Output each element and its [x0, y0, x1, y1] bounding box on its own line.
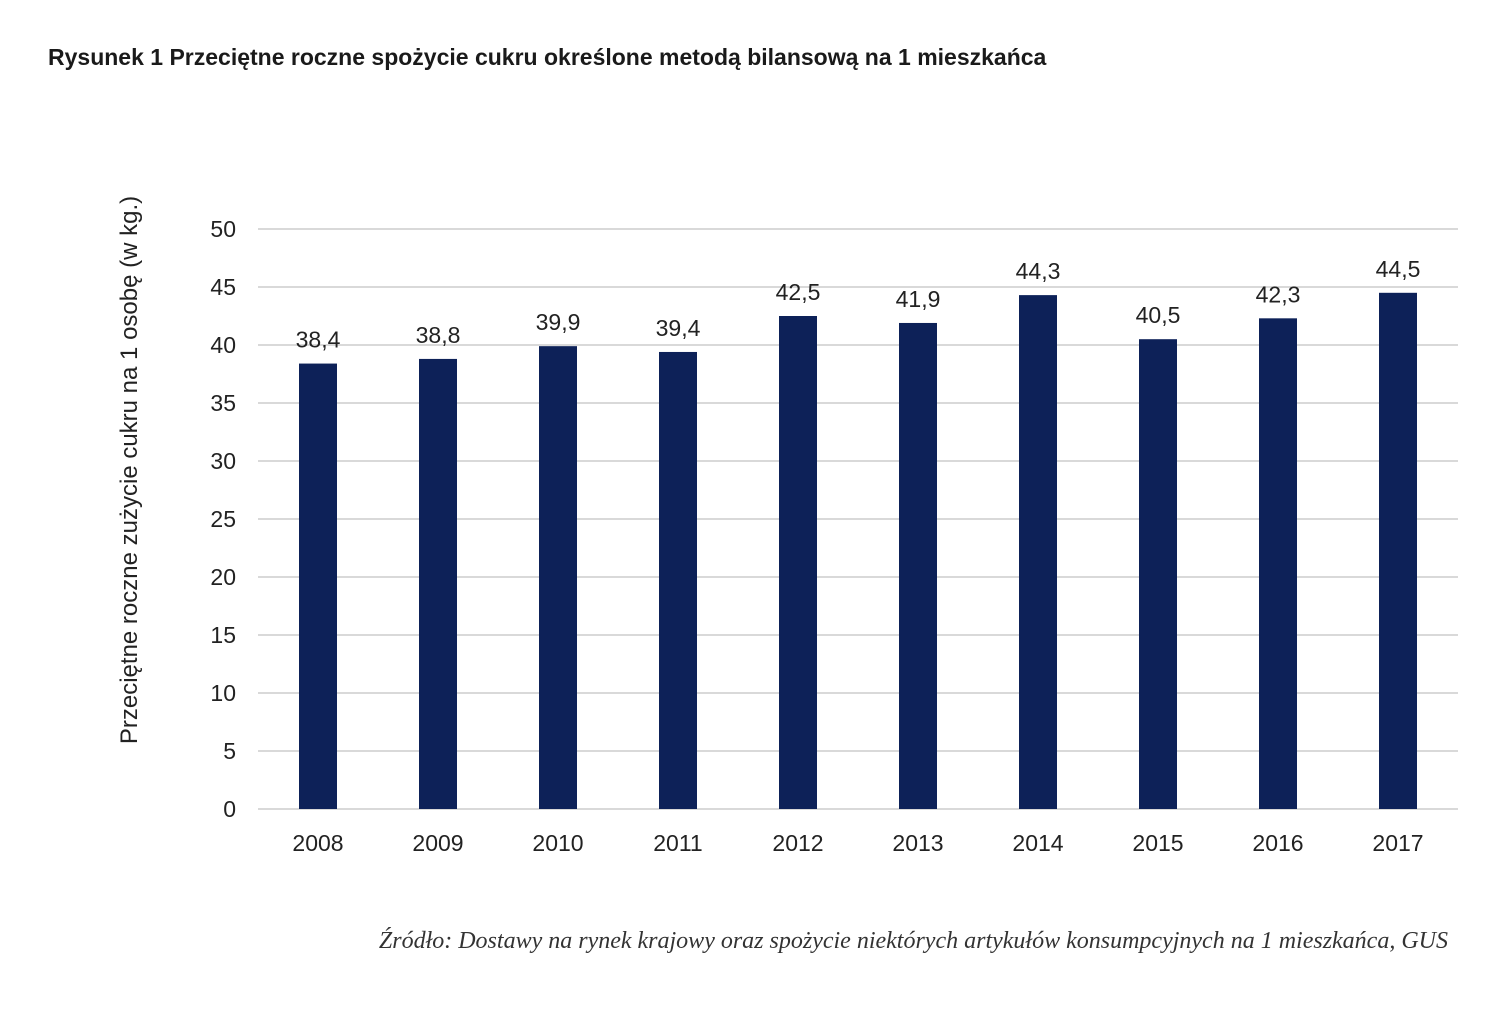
data-label-2010: 39,9	[536, 309, 581, 335]
y-tick-label: 0	[223, 796, 236, 822]
x-axis-ticks: 2008 2009 2010 2011 2012 2013 2014 2015 2016 2017	[292, 830, 1423, 856]
source-note: Źródło: Dostawy na rynek krajowy oraz sp…	[378, 928, 1448, 954]
data-label-2014: 44,3	[1016, 258, 1061, 284]
figure-title: Rysunek 1 Przeciętne roczne spożycie cuk…	[48, 44, 1047, 70]
data-labels: 38,4 38,8 39,9 39,4 42,5 41,9 44,3 40,5 42,3 44,5	[296, 256, 1421, 353]
bars	[299, 292, 1417, 809]
y-tick-label: 35	[210, 390, 236, 416]
x-tick-label: 2017	[1372, 830, 1423, 856]
x-tick-label: 2016	[1252, 830, 1303, 856]
y-tick-label: 45	[210, 274, 236, 300]
y-axis-ticks: 0 5 10 15 20 25 30 35 40 45 50	[210, 216, 236, 822]
bar-2010	[539, 346, 577, 809]
x-tick-label: 2008	[292, 830, 343, 856]
y-tick-label: 15	[210, 622, 236, 648]
bar-2011	[659, 351, 697, 809]
x-tick-label: 2015	[1132, 830, 1183, 856]
y-tick-label: 5	[223, 738, 236, 764]
data-label-2008: 38,4	[296, 327, 341, 353]
data-label-2013: 41,9	[896, 286, 941, 312]
bar-2015	[1139, 339, 1177, 809]
x-tick-label: 2014	[1012, 830, 1063, 856]
data-label-2016: 42,3	[1256, 281, 1301, 307]
x-tick-label: 2012	[772, 830, 823, 856]
x-tick-label: 2013	[892, 830, 943, 856]
x-tick-label: 2010	[532, 830, 583, 856]
y-tick-label: 10	[210, 680, 236, 706]
y-tick-label: 40	[210, 332, 236, 358]
data-label-2015: 40,5	[1136, 302, 1181, 328]
bar-2008	[299, 363, 337, 809]
bar-2017	[1379, 292, 1417, 809]
gridlines	[258, 228, 1458, 810]
x-tick-label: 2011	[653, 830, 702, 856]
data-label-2012: 42,5	[776, 279, 821, 305]
bar-2012	[779, 316, 817, 809]
data-label-2011: 39,4	[656, 315, 701, 341]
bar-2016	[1259, 318, 1297, 809]
y-tick-label: 30	[210, 448, 236, 474]
data-label-2017: 44,5	[1376, 256, 1421, 282]
y-axis-title: Przeciętne roczne zużycie cukru na 1 oso…	[116, 196, 143, 744]
data-label-2009: 38,8	[416, 322, 461, 348]
x-tick-label: 2009	[412, 830, 463, 856]
y-tick-label: 25	[210, 506, 236, 532]
bar-2013	[899, 322, 937, 809]
bar-2014	[1019, 295, 1057, 809]
y-tick-label: 50	[210, 216, 236, 242]
bar-2009	[419, 358, 457, 809]
y-tick-label: 20	[210, 564, 236, 590]
